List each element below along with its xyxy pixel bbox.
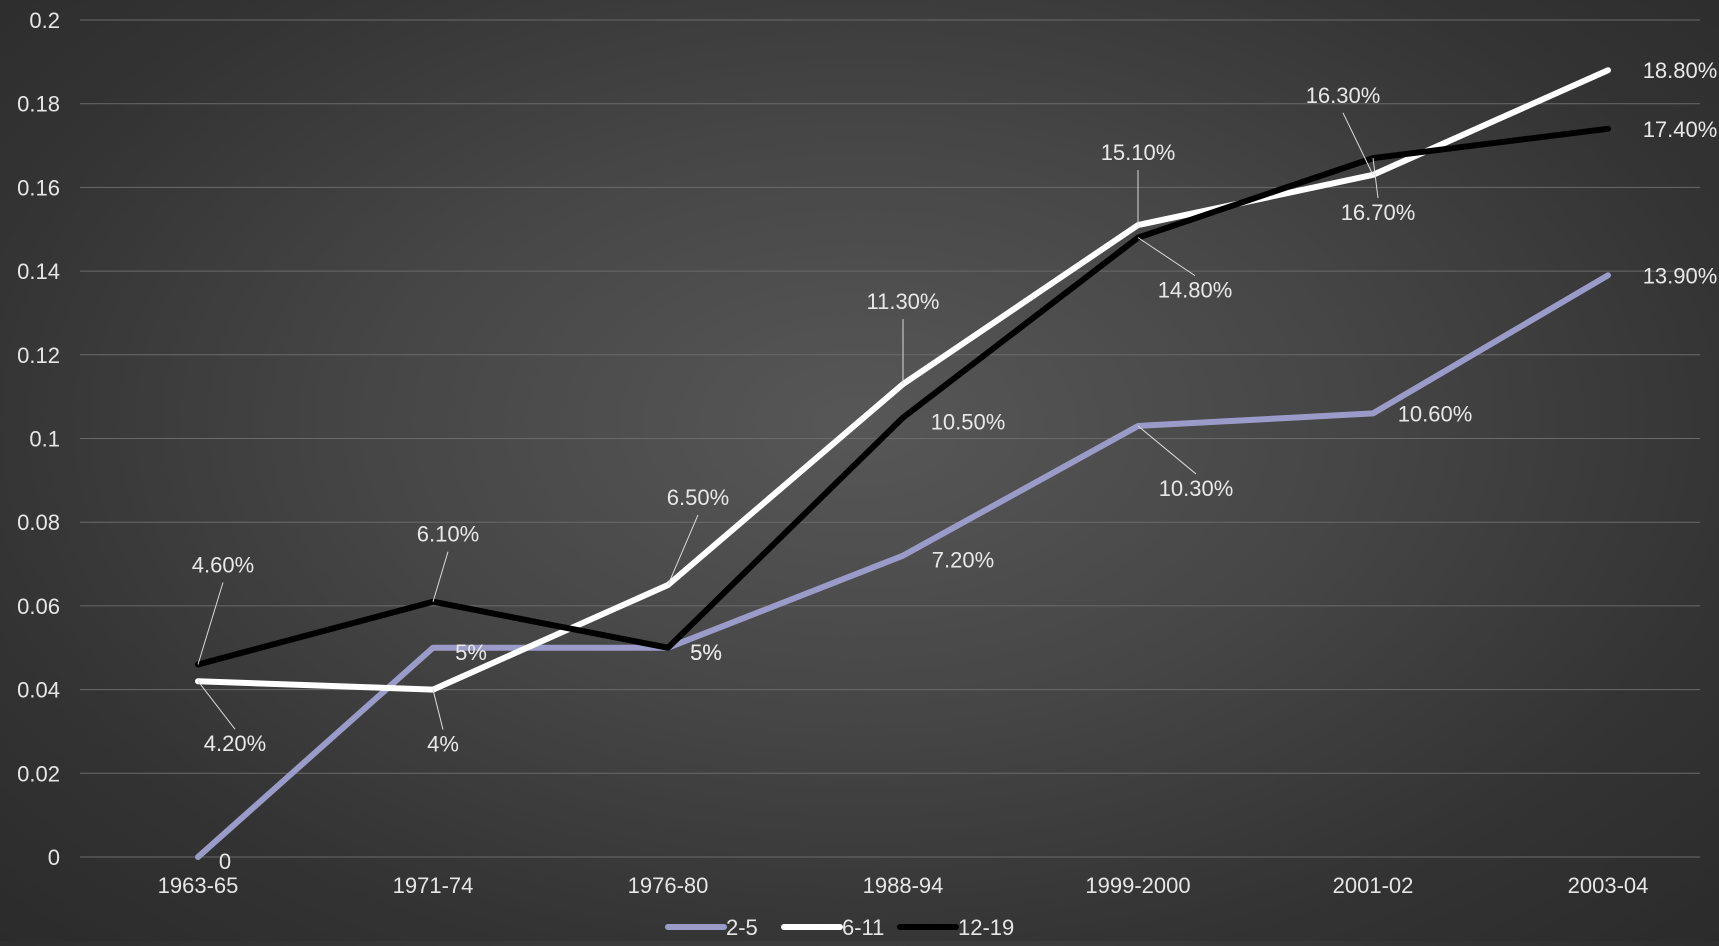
legend-label: 12-19 [958, 915, 1014, 940]
data-label: 17.40% [1643, 117, 1718, 142]
data-label: 16.30% [1306, 83, 1381, 108]
y-tick-label: 0.2 [29, 8, 60, 33]
data-label: 15.10% [1101, 140, 1176, 165]
x-tick-label: 2003-04 [1568, 873, 1649, 898]
data-point [901, 554, 905, 558]
y-tick-label: 0.18 [17, 92, 60, 117]
x-tick-label: 1976-80 [628, 873, 709, 898]
data-point [666, 646, 670, 650]
data-label: 10.50% [931, 410, 1006, 435]
y-tick-label: 0.02 [17, 761, 60, 786]
y-tick-label: 0.16 [17, 175, 60, 200]
label-leader-line [1137, 425, 1197, 475]
x-tick-label: 1988-94 [863, 873, 944, 898]
legend-label: 2-5 [726, 915, 758, 940]
x-tick-label: 1999-2000 [1085, 873, 1190, 898]
y-tick-label: 0.12 [17, 343, 60, 368]
label-leader-line [667, 514, 699, 586]
data-label: 7.20% [932, 548, 994, 573]
data-label: 6.50% [667, 485, 729, 510]
label-leader-line [1137, 237, 1196, 277]
label-leader-line [1342, 112, 1374, 176]
data-label: 14.80% [1158, 278, 1233, 303]
data-point [1606, 127, 1610, 131]
legend: 2-5 6-11 12-19 [665, 915, 1014, 940]
y-tick-label: 0.08 [17, 510, 60, 535]
data-point [1371, 411, 1375, 415]
label-leader-line [432, 689, 444, 730]
y-axis: 0 0.02 0.04 0.06 0.08 0.1 0.12 0.14 0.16 0.18 0.2 [17, 8, 60, 870]
x-tick-label: 1963-65 [158, 873, 239, 898]
data-point [1606, 273, 1610, 277]
label-leader-line [197, 680, 236, 730]
data-point [431, 646, 435, 650]
data-label: 4% [427, 732, 459, 757]
data-label: 18.80% [1643, 58, 1718, 83]
x-tick-label: 2001-02 [1333, 873, 1414, 898]
label-leader-line [1372, 158, 1379, 199]
data-label: 0 [219, 849, 231, 874]
label-leader-line [197, 582, 224, 665]
data-label: 10.60% [1398, 401, 1473, 426]
y-tick-label: 0 [48, 845, 60, 870]
y-tick-label: 0.06 [17, 594, 60, 619]
data-label: 13.90% [1643, 263, 1718, 288]
y-tick-label: 0.14 [17, 259, 60, 284]
data-label: 5% [690, 640, 722, 665]
data-label: 16.70% [1341, 200, 1416, 225]
data-label: 5% [455, 640, 487, 665]
data-label: 4.20% [204, 731, 266, 756]
x-axis: 1963-65 1971-74 1976-80 1988-94 1999-2000 200… [158, 873, 1649, 898]
data-label: 11.30% [867, 289, 940, 314]
data-point [901, 416, 905, 420]
data-label: 4.60% [192, 552, 254, 577]
label-leader-line [432, 551, 449, 602]
x-tick-label: 1971-74 [393, 873, 474, 898]
data-label: 10.30% [1159, 476, 1234, 501]
data-label: 6.10% [417, 522, 479, 547]
data-point [196, 855, 200, 859]
y-tick-label: 0.1 [29, 427, 60, 452]
data-label: 5% [690, 640, 722, 665]
data-point [1606, 68, 1610, 72]
data-labels: 0 5% 5% 7.20% 10.30% 10.60% 13.90% 4.20% 4% 6.50%… [192, 58, 1718, 874]
y-tick-label: 0.04 [17, 678, 60, 703]
legend-label: 6-11 [842, 915, 884, 940]
